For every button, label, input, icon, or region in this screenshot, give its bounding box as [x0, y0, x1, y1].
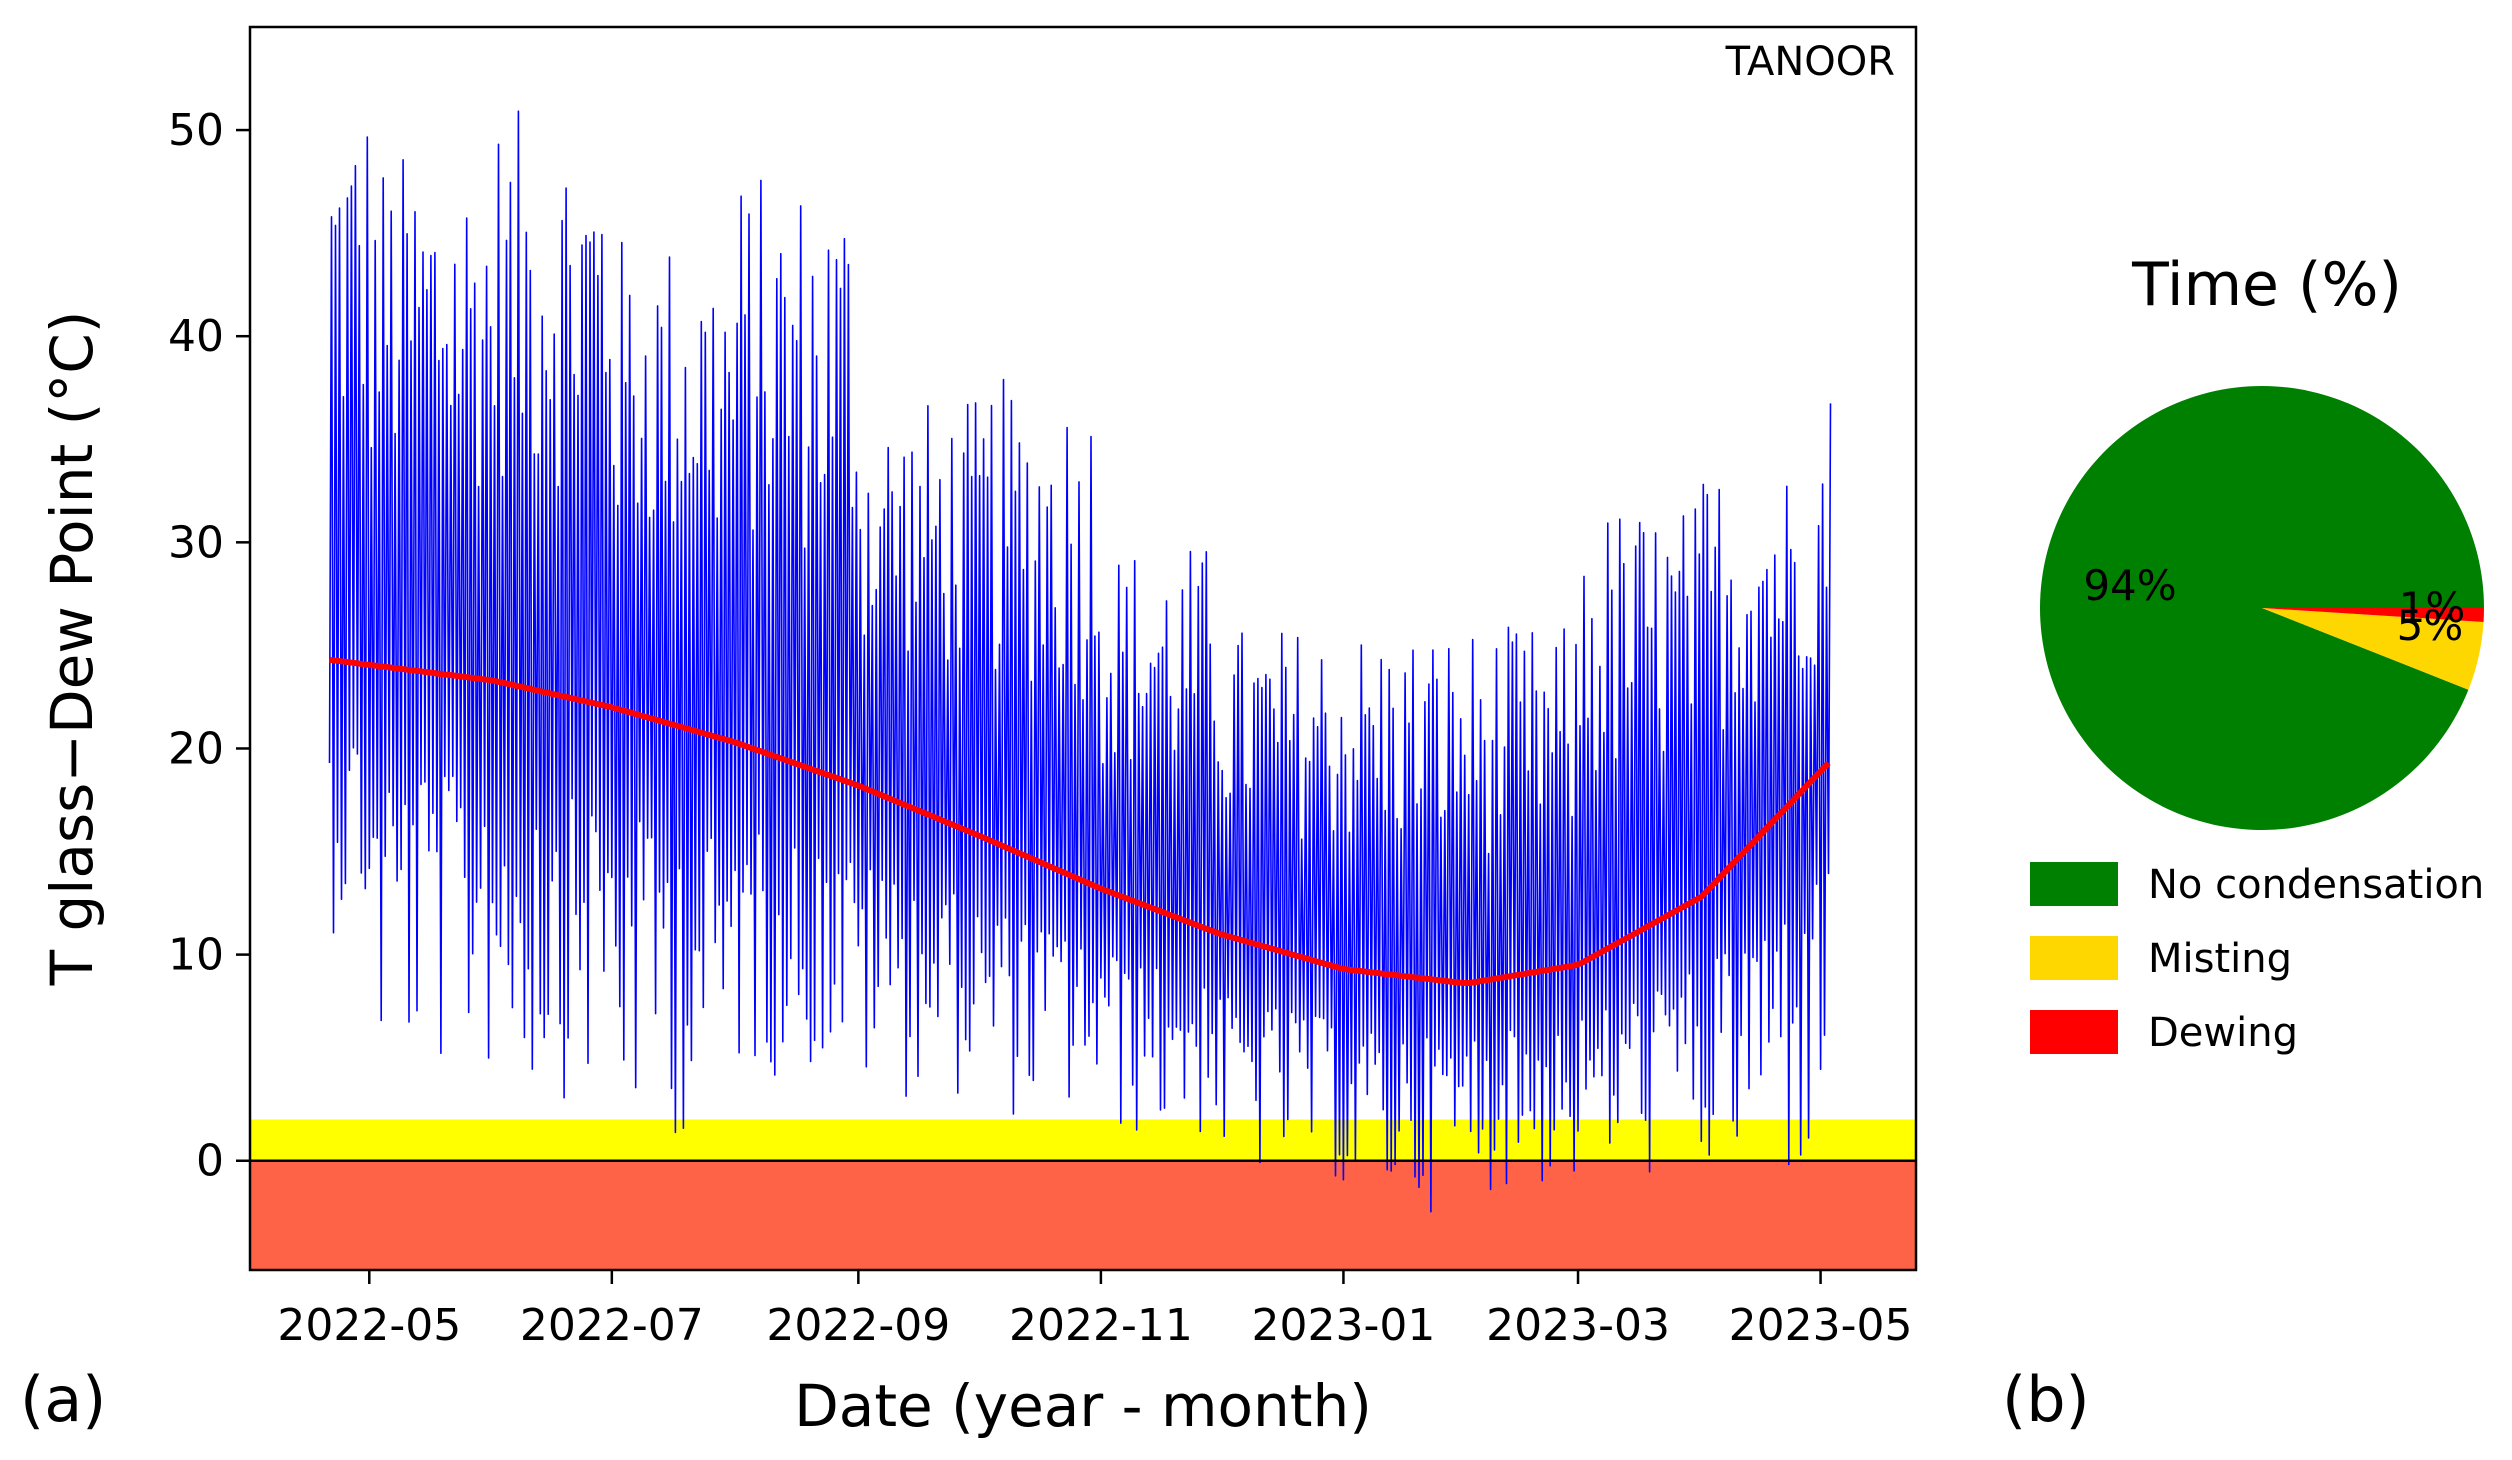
- trend-line: [329, 656, 1831, 987]
- x-tick-label: 2022-11: [1009, 1300, 1193, 1351]
- x-tick-label: 2022-07: [520, 1300, 704, 1351]
- y-tick-label: 30: [168, 517, 224, 568]
- x-tick-label: 2023-03: [1486, 1300, 1670, 1351]
- y-tick-label: 20: [168, 723, 224, 774]
- line-chart-panel: 2022-05 2022-07 2022-09 2022-11 2023-01 2023-…: [20, 25, 1918, 1440]
- band-misting: [250, 1119, 1916, 1161]
- x-tick-label: 2023-05: [1729, 1300, 1913, 1351]
- pie-title: Time (%): [2131, 250, 2402, 320]
- y-tick-label: 50: [168, 105, 224, 156]
- panel-label-a: (a): [20, 1363, 106, 1436]
- x-tick-label: 2023-01: [1252, 1300, 1436, 1351]
- pie-slice-no-condensation: [2040, 385, 2484, 830]
- band-dewing: [250, 1160, 1916, 1270]
- panel-label-b: (b): [2002, 1363, 2090, 1436]
- y-axis: 0 10 20 30 40 50: [168, 105, 250, 1187]
- pie-slice-label: 94%: [2083, 561, 2176, 610]
- x-tick-label: 2022-05: [277, 1300, 461, 1351]
- dew-point-series: [328, 110, 1832, 1213]
- pie-chart-panel: Time (%) 94% 5%1% No condensation Misting D…: [2002, 250, 2484, 1436]
- site-label: TANOOR: [1725, 39, 1895, 85]
- plot-frame: [248, 25, 1918, 1272]
- y-tick-label: 10: [168, 930, 224, 981]
- x-axis: 2022-05 2022-07 2022-09 2022-11 2023-01 2023-…: [277, 1270, 1912, 1351]
- legend-label: Misting: [2148, 936, 2292, 982]
- legend-swatch: [2030, 862, 2118, 906]
- pie-slice-misting: [2262, 608, 2484, 690]
- pie-slice-dewing: [2262, 608, 2484, 622]
- x-axis-title: Date (year - month): [794, 1372, 1372, 1440]
- threshold-bands: [250, 1119, 1916, 1270]
- y-tick-label: 40: [168, 311, 224, 362]
- legend-swatch: [2030, 1010, 2118, 1054]
- pie-legend: No condensation Misting Dewing: [2030, 862, 2484, 1056]
- x-tick-label: 2022-09: [766, 1300, 950, 1351]
- legend-label: Dewing: [2148, 1010, 2298, 1056]
- legend-label: No condensation: [2148, 862, 2484, 908]
- pie-slice-label: 5%: [2397, 601, 2464, 650]
- pie-slice-label: 1%: [2399, 583, 2466, 632]
- pie-chart: 94% 5%1%: [2040, 385, 2484, 830]
- series-line-hourly: [328, 110, 1832, 1213]
- y-axis-title: T glass−Dew Point (°C): [38, 311, 106, 987]
- y-tick-label: 0: [196, 1136, 224, 1187]
- legend-swatch: [2030, 936, 2118, 980]
